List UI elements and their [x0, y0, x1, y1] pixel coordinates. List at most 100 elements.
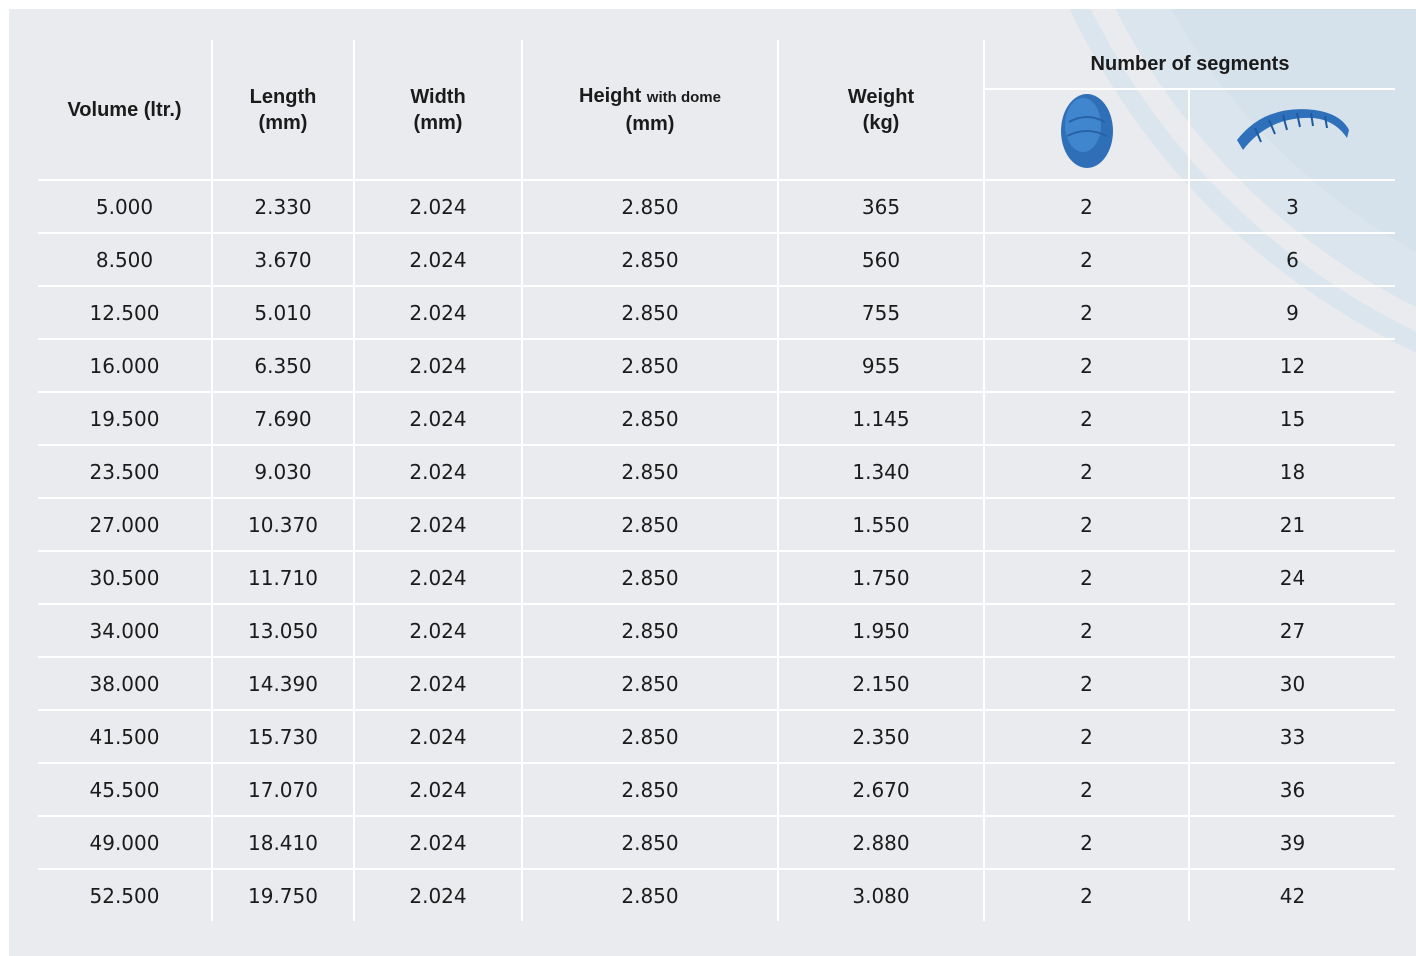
header-unit: (kg)	[863, 112, 900, 134]
table-cell: 6	[1189, 233, 1395, 286]
table-cell: 41.500	[38, 710, 212, 763]
table-cell: 27.000	[38, 498, 212, 551]
table-cell: 2.850	[522, 604, 778, 657]
table-cell: 2.850	[522, 339, 778, 392]
table-cell: 2.350	[778, 710, 984, 763]
table-cell: 21	[1189, 498, 1395, 551]
table-cell: 2.850	[522, 551, 778, 604]
table-cell: 2.024	[354, 657, 522, 710]
dome-icon	[1059, 92, 1115, 170]
table-cell: 2	[984, 763, 1189, 816]
table-cell: 2.024	[354, 180, 522, 233]
table-cell: 15	[1189, 392, 1395, 445]
header-unit: (mm)	[259, 112, 308, 134]
table-cell: 15.730	[212, 710, 354, 763]
table-cell: 1.145	[778, 392, 984, 445]
table-cell: 2.024	[354, 339, 522, 392]
table-cell: 2.150	[778, 657, 984, 710]
table-cell: 2.024	[354, 286, 522, 339]
table-cell: 2.850	[522, 445, 778, 498]
table-cell: 2	[984, 869, 1189, 921]
table-cell: 365	[778, 180, 984, 233]
header-text: Volume (ltr.)	[67, 99, 181, 121]
header-cell: Length(mm)	[212, 40, 354, 180]
table-cell: 2.850	[522, 710, 778, 763]
table-cell: 2	[984, 445, 1189, 498]
table-cell: 2.024	[354, 445, 522, 498]
table-cell: 17.070	[212, 763, 354, 816]
table-cell: 2	[984, 286, 1189, 339]
header-note: with dome	[647, 89, 721, 106]
table-cell: 9	[1189, 286, 1395, 339]
table-cell: 2.024	[354, 551, 522, 604]
table-cell: 2	[984, 498, 1189, 551]
table-cell: 6.350	[212, 339, 354, 392]
table-cell: 13.050	[212, 604, 354, 657]
table-cell: 2.850	[522, 180, 778, 233]
table-cell: 2.024	[354, 604, 522, 657]
table-cell: 8.500	[38, 233, 212, 286]
table-cell: 19.750	[212, 869, 354, 921]
table-cell: 1.950	[778, 604, 984, 657]
table-cell: 5.010	[212, 286, 354, 339]
table-cell: 12.500	[38, 286, 212, 339]
table-cell: 2.850	[522, 869, 778, 921]
table-cell: 45.500	[38, 763, 212, 816]
header-cell: Weight(kg)	[778, 40, 984, 180]
table-cell: 16.000	[38, 339, 212, 392]
table-cell: 2.850	[522, 392, 778, 445]
table-cell: 49.000	[38, 816, 212, 869]
table-cell: 18.410	[212, 816, 354, 869]
table-cell: 7.690	[212, 392, 354, 445]
table-cell: 2	[984, 657, 1189, 710]
table-cell: 2	[984, 816, 1189, 869]
table-cell: 2	[984, 551, 1189, 604]
header-text: Width	[410, 86, 465, 108]
table-cell: 2	[984, 604, 1189, 657]
table-cell: 2.330	[212, 180, 354, 233]
table-cell: 2	[984, 233, 1189, 286]
table-cell: 11.710	[212, 551, 354, 604]
table-cell: 2.850	[522, 286, 778, 339]
table-cell: 755	[778, 286, 984, 339]
spec-table: Volume (ltr.) Length(mm) Width (mm) Heigh…	[38, 40, 1395, 921]
page: Volume (ltr.) Length(mm) Width (mm) Heigh…	[0, 0, 1416, 956]
table-cell: 2	[984, 180, 1189, 233]
table-cell: 2.024	[354, 816, 522, 869]
table-cell: 2.024	[354, 710, 522, 763]
table-cell: 1.340	[778, 445, 984, 498]
header-cell: Height with dome(mm)	[522, 40, 778, 180]
table-cell: 2	[984, 392, 1189, 445]
table-cell: 5.000	[38, 180, 212, 233]
table-cell: 2.850	[522, 233, 778, 286]
table-cell: 1.750	[778, 551, 984, 604]
table-cell: 3.670	[212, 233, 354, 286]
table-cell: 2.850	[522, 657, 778, 710]
table-cell: 2	[984, 710, 1189, 763]
table-cell: 9.030	[212, 445, 354, 498]
table-cell: 36	[1189, 763, 1395, 816]
table-cell: 2.850	[522, 816, 778, 869]
header-unit: (mm)	[414, 112, 463, 134]
table-cell: 30.500	[38, 551, 212, 604]
segment-icon-cell	[1189, 89, 1395, 180]
table-cell: 2	[984, 339, 1189, 392]
table-cell: 3.080	[778, 869, 984, 921]
table-cell: 23.500	[38, 445, 212, 498]
table-cell: 1.550	[778, 498, 984, 551]
group-header: Number of segments	[984, 40, 1395, 89]
table-cell: 12	[1189, 339, 1395, 392]
table-cell: 2.024	[354, 233, 522, 286]
table-cell: 2.880	[778, 816, 984, 869]
table-cell: 24	[1189, 551, 1395, 604]
table-cell: 10.370	[212, 498, 354, 551]
